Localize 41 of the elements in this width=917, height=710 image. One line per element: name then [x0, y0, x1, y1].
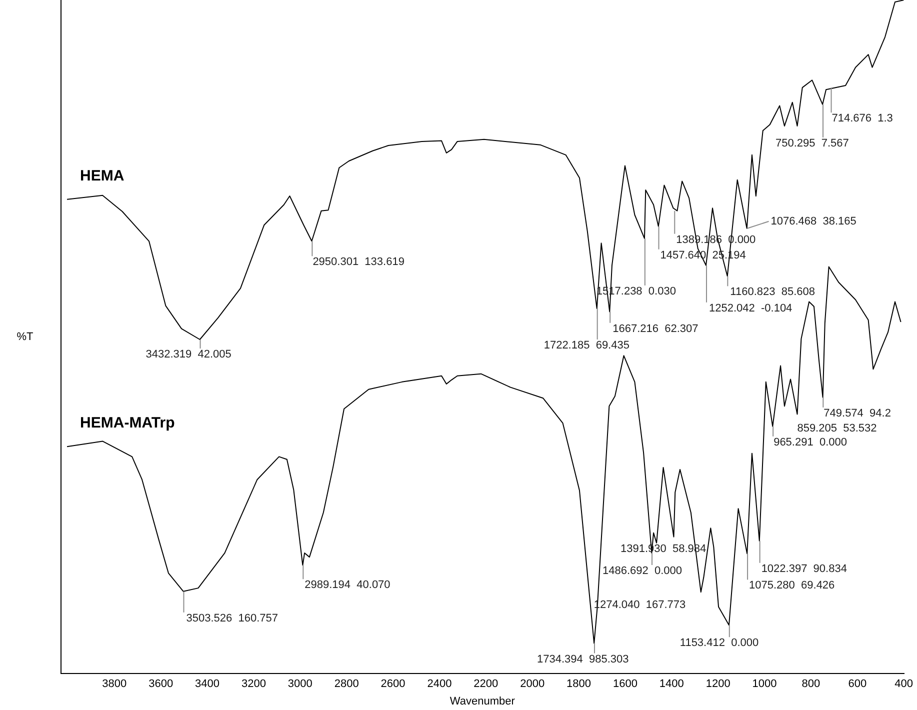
annotation: 750.295 7.567	[775, 137, 849, 150]
x-tick-label: 1000	[752, 678, 777, 690]
x-axis-title: Wavenumber	[450, 695, 516, 708]
series-label: HEMA-MATrp	[80, 414, 175, 432]
x-tick-label: 2400	[427, 678, 452, 690]
x-tick-label: 1200	[706, 678, 730, 690]
annotation: 3503.526 160.757	[186, 612, 278, 624]
annotation: 1734.394 985.303	[537, 653, 629, 666]
annotation: 965.291 0.000	[774, 436, 847, 448]
x-tick-label: 2000	[520, 678, 545, 690]
annotation: 1486.692 0.000	[602, 565, 682, 578]
x-tick-label: 2800	[334, 678, 359, 690]
x-tick-label: 1800	[566, 678, 592, 690]
x-tick-label: 3600	[148, 678, 174, 690]
x-tick-label: 600	[848, 678, 867, 690]
series-label: HEMA	[80, 168, 124, 185]
annotation: 1667.216 62.307	[612, 322, 698, 335]
x-tick-label: 3800	[102, 678, 127, 690]
x-tick-label: 2200	[474, 678, 498, 690]
annotation: 2950.301 133.619	[312, 256, 404, 268]
x-tick-label: 3200	[241, 678, 266, 690]
annotation: 1722.185 69.435	[544, 340, 630, 352]
x-tick-label: 1400	[659, 678, 684, 690]
x-tick-label: 1600	[612, 678, 638, 690]
annotation: 1076.468 38.165	[770, 215, 856, 228]
x-tick-label: 3000	[288, 678, 312, 690]
annotation: 1075.280 69.426	[749, 580, 835, 592]
annotation: 3432.319 42.005	[146, 348, 232, 361]
y-axis-title: %T	[16, 330, 34, 343]
annotation: 714.676 1.3	[832, 112, 893, 125]
annotation: 1153.412 0.000	[680, 637, 759, 650]
x-tick-label: 3400	[195, 678, 220, 690]
x-tick-label: 400	[894, 678, 914, 690]
x-tick-label: 2600	[380, 678, 406, 690]
annotation: 2989.194 40.070	[304, 579, 390, 592]
x-tick-label: 800	[802, 678, 820, 690]
annotation: 859.205 53.532	[797, 422, 877, 434]
annotation: 749.574 94.2	[824, 407, 891, 420]
annotation: 1160.823 85.608	[730, 286, 815, 298]
annotation: 1252.042 -0.104	[708, 302, 792, 314]
annotation: 1022.397 90.834	[761, 562, 847, 575]
